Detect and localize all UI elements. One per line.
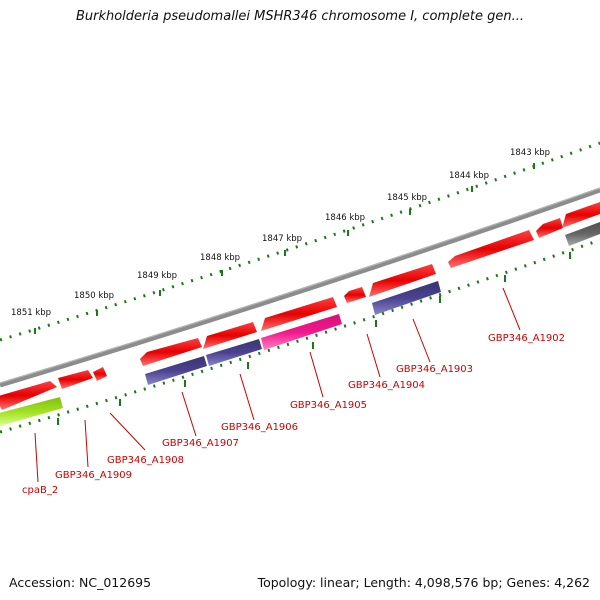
gene-label-A1905: GBP346_A1905 <box>290 400 367 411</box>
gene-label-A1903: GBP346_A1903 <box>396 364 473 375</box>
gene-arrow <box>93 367 107 381</box>
gene-label-A1904: GBP346_A1904 <box>348 380 425 391</box>
ruler-label-1848: 1848 kbp <box>200 253 240 263</box>
gene-arrow <box>0 381 57 410</box>
gene-arrow <box>562 202 600 228</box>
gene-labels: cpaB_2 GBP346_A1909 GBP346_A1908 GBP346_… <box>22 333 565 496</box>
ruler-label-1850: 1850 kbp <box>74 291 114 301</box>
gene-arrow <box>58 370 93 389</box>
ruler-labels: 1851 kbp 1850 kbp 1849 kbp 1848 kbp 1847… <box>11 148 550 318</box>
gene-label-A1909: GBP346_A1909 <box>55 470 132 481</box>
gene-label-cpaB_2: cpaB_2 <box>22 485 58 496</box>
gene-arrow <box>369 264 436 297</box>
gene-arrow <box>536 218 563 238</box>
gene-bar <box>372 281 441 315</box>
genome-summary-text: Topology: linear; Length: 4,098,576 bp; … <box>257 575 590 590</box>
gene-arrow <box>344 287 366 303</box>
ruler-label-1843: 1843 kbp <box>510 148 550 158</box>
ruler-label-1849: 1849 kbp <box>137 271 177 281</box>
gene-bar <box>206 339 262 366</box>
gene-label-A1908: GBP346_A1908 <box>107 455 184 466</box>
gene-bar <box>261 314 342 350</box>
ruler-label-1844: 1844 kbp <box>449 171 489 181</box>
gene-arrow <box>203 322 257 349</box>
backbone-line <box>0 187 600 388</box>
gene-bar <box>565 222 600 246</box>
outer-ruler <box>0 141 600 342</box>
gene-arrow <box>448 230 534 268</box>
gene-arrow <box>140 338 202 366</box>
forward-genes <box>0 202 600 410</box>
gene-label-A1907: GBP346_A1907 <box>162 438 239 449</box>
gene-bar <box>0 397 63 426</box>
gene-label-A1902: GBP346_A1902 <box>488 333 565 344</box>
reverse-genes <box>0 222 600 426</box>
gene-arrow <box>261 297 337 331</box>
inner-ruler <box>0 238 600 434</box>
leader-lines <box>34 287 521 483</box>
accession-text: Accession: NC_012695 <box>9 575 152 590</box>
ruler-label-1851: 1851 kbp <box>11 308 51 318</box>
ruler-label-1845: 1845 kbp <box>387 193 427 203</box>
gene-bar <box>145 356 207 385</box>
ruler-label-1846: 1846 kbp <box>325 213 365 223</box>
gene-label-A1906: GBP346_A1906 <box>221 422 298 433</box>
ruler-label-1847: 1847 kbp <box>262 234 302 244</box>
map-title: Burkholderia pseudomallei MSHR346 chromo… <box>75 9 525 24</box>
